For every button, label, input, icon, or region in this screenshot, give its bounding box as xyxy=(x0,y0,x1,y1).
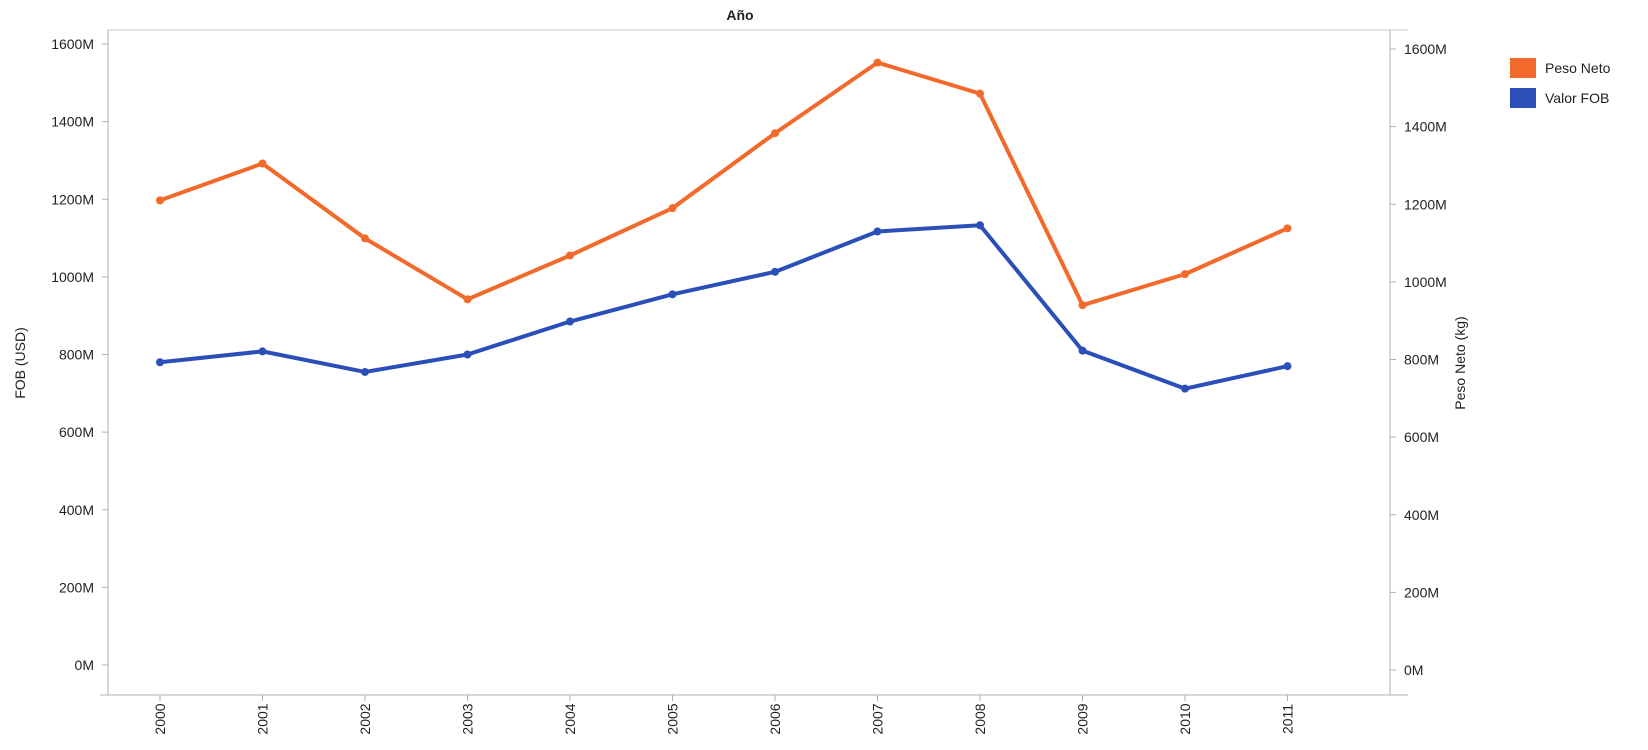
x-tick-label: 2003 xyxy=(460,703,476,734)
data-point-valor-fob[interactable] xyxy=(463,350,472,359)
data-point-valor-fob[interactable] xyxy=(361,367,369,376)
right-y-axis-title: Peso Neto (kg) xyxy=(1452,316,1468,409)
data-point-peso-neto[interactable] xyxy=(1283,224,1292,233)
left-tick-label: 400M xyxy=(59,502,94,518)
data-point-valor-fob[interactable] xyxy=(976,221,984,230)
data-point-peso-neto[interactable] xyxy=(1078,301,1087,310)
right-tick-label: 1400M xyxy=(1404,119,1447,135)
left-tick-label: 1400M xyxy=(51,114,94,130)
data-point-valor-fob[interactable] xyxy=(873,227,882,236)
series-layer xyxy=(156,58,1292,393)
x-tick-label: 2011 xyxy=(1280,704,1296,734)
x-tick-label: 2000 xyxy=(152,703,168,734)
data-point-peso-neto[interactable] xyxy=(463,295,472,304)
legend-label-peso-neto: Peso Neto xyxy=(1545,60,1611,76)
x-tick-label: 2005 xyxy=(665,703,681,734)
data-point-valor-fob[interactable] xyxy=(258,347,267,356)
right-tick-label: 800M xyxy=(1404,352,1439,368)
x-tick-label: 2004 xyxy=(562,703,578,734)
right-y-axis-ticks: 0M 200M 400M 600M 800M 1000M 1200M 1400M 1600M xyxy=(1390,41,1447,678)
data-point-valor-fob[interactable] xyxy=(156,358,164,367)
x-tick-label: 2010 xyxy=(1177,703,1193,734)
data-point-valor-fob[interactable] xyxy=(1181,384,1189,393)
left-tick-label: 800M xyxy=(59,347,94,363)
data-point-peso-neto[interactable] xyxy=(156,196,164,205)
data-point-peso-neto[interactable] xyxy=(1181,270,1189,279)
legend-label-valor-fob: Valor FOB xyxy=(1545,90,1609,106)
x-tick-label: 2001 xyxy=(255,703,271,734)
x-tick-label: 2008 xyxy=(972,703,988,734)
data-point-peso-neto[interactable] xyxy=(873,58,882,67)
x-tick-label: 2009 xyxy=(1075,703,1091,734)
chart-title: Año xyxy=(726,7,753,23)
legend: Peso Neto Valor FOB xyxy=(1510,58,1611,108)
series-line-valor-fob[interactable] xyxy=(159,223,1288,391)
legend-item-peso-neto[interactable]: Peso Neto xyxy=(1510,58,1611,78)
right-tick-label: 1000M xyxy=(1404,274,1447,290)
legend-swatch-valor-fob xyxy=(1510,88,1536,108)
x-tick-label: 2007 xyxy=(870,703,886,734)
right-tick-label: 1200M xyxy=(1404,196,1447,212)
data-point-valor-fob[interactable] xyxy=(566,317,574,326)
left-tick-label: 0M xyxy=(75,657,94,673)
data-point-peso-neto[interactable] xyxy=(771,129,779,138)
left-y-axis-ticks: 0M 200M 400M 600M 800M 1000M 1200M 1400M 1600M xyxy=(51,36,108,673)
x-axis-ticks: 2000 2001 2002 2003 2004 2005 2006 2007 2008 2009… xyxy=(152,695,1296,735)
data-point-valor-fob[interactable] xyxy=(1078,346,1087,355)
right-tick-label: 1600M xyxy=(1404,41,1447,57)
left-tick-label: 1000M xyxy=(51,269,94,285)
data-point-peso-neto[interactable] xyxy=(258,159,267,168)
right-tick-label: 600M xyxy=(1404,429,1439,445)
series-line-peso-neto[interactable] xyxy=(159,60,1289,308)
right-tick-label: 400M xyxy=(1404,507,1439,523)
legend-swatch-peso-neto xyxy=(1510,58,1536,78)
data-point-valor-fob[interactable] xyxy=(668,290,677,299)
data-point-valor-fob[interactable] xyxy=(1283,362,1292,371)
left-tick-label: 1200M xyxy=(51,191,94,207)
right-tick-label: 200M xyxy=(1404,584,1439,600)
legend-item-valor-fob[interactable]: Valor FOB xyxy=(1510,88,1609,108)
data-point-peso-neto[interactable] xyxy=(976,89,984,98)
left-tick-label: 600M xyxy=(59,424,94,440)
left-y-axis-title: FOB (USD) xyxy=(12,327,28,399)
data-point-peso-neto[interactable] xyxy=(361,234,369,243)
x-tick-label: 2002 xyxy=(357,703,373,734)
data-point-peso-neto[interactable] xyxy=(668,204,677,213)
left-tick-label: 1600M xyxy=(51,36,94,52)
x-tick-label: 2006 xyxy=(767,703,783,734)
data-point-valor-fob[interactable] xyxy=(771,267,779,276)
right-tick-label: 0M xyxy=(1404,662,1423,678)
data-point-peso-neto[interactable] xyxy=(566,251,574,260)
left-tick-label: 200M xyxy=(59,579,94,595)
